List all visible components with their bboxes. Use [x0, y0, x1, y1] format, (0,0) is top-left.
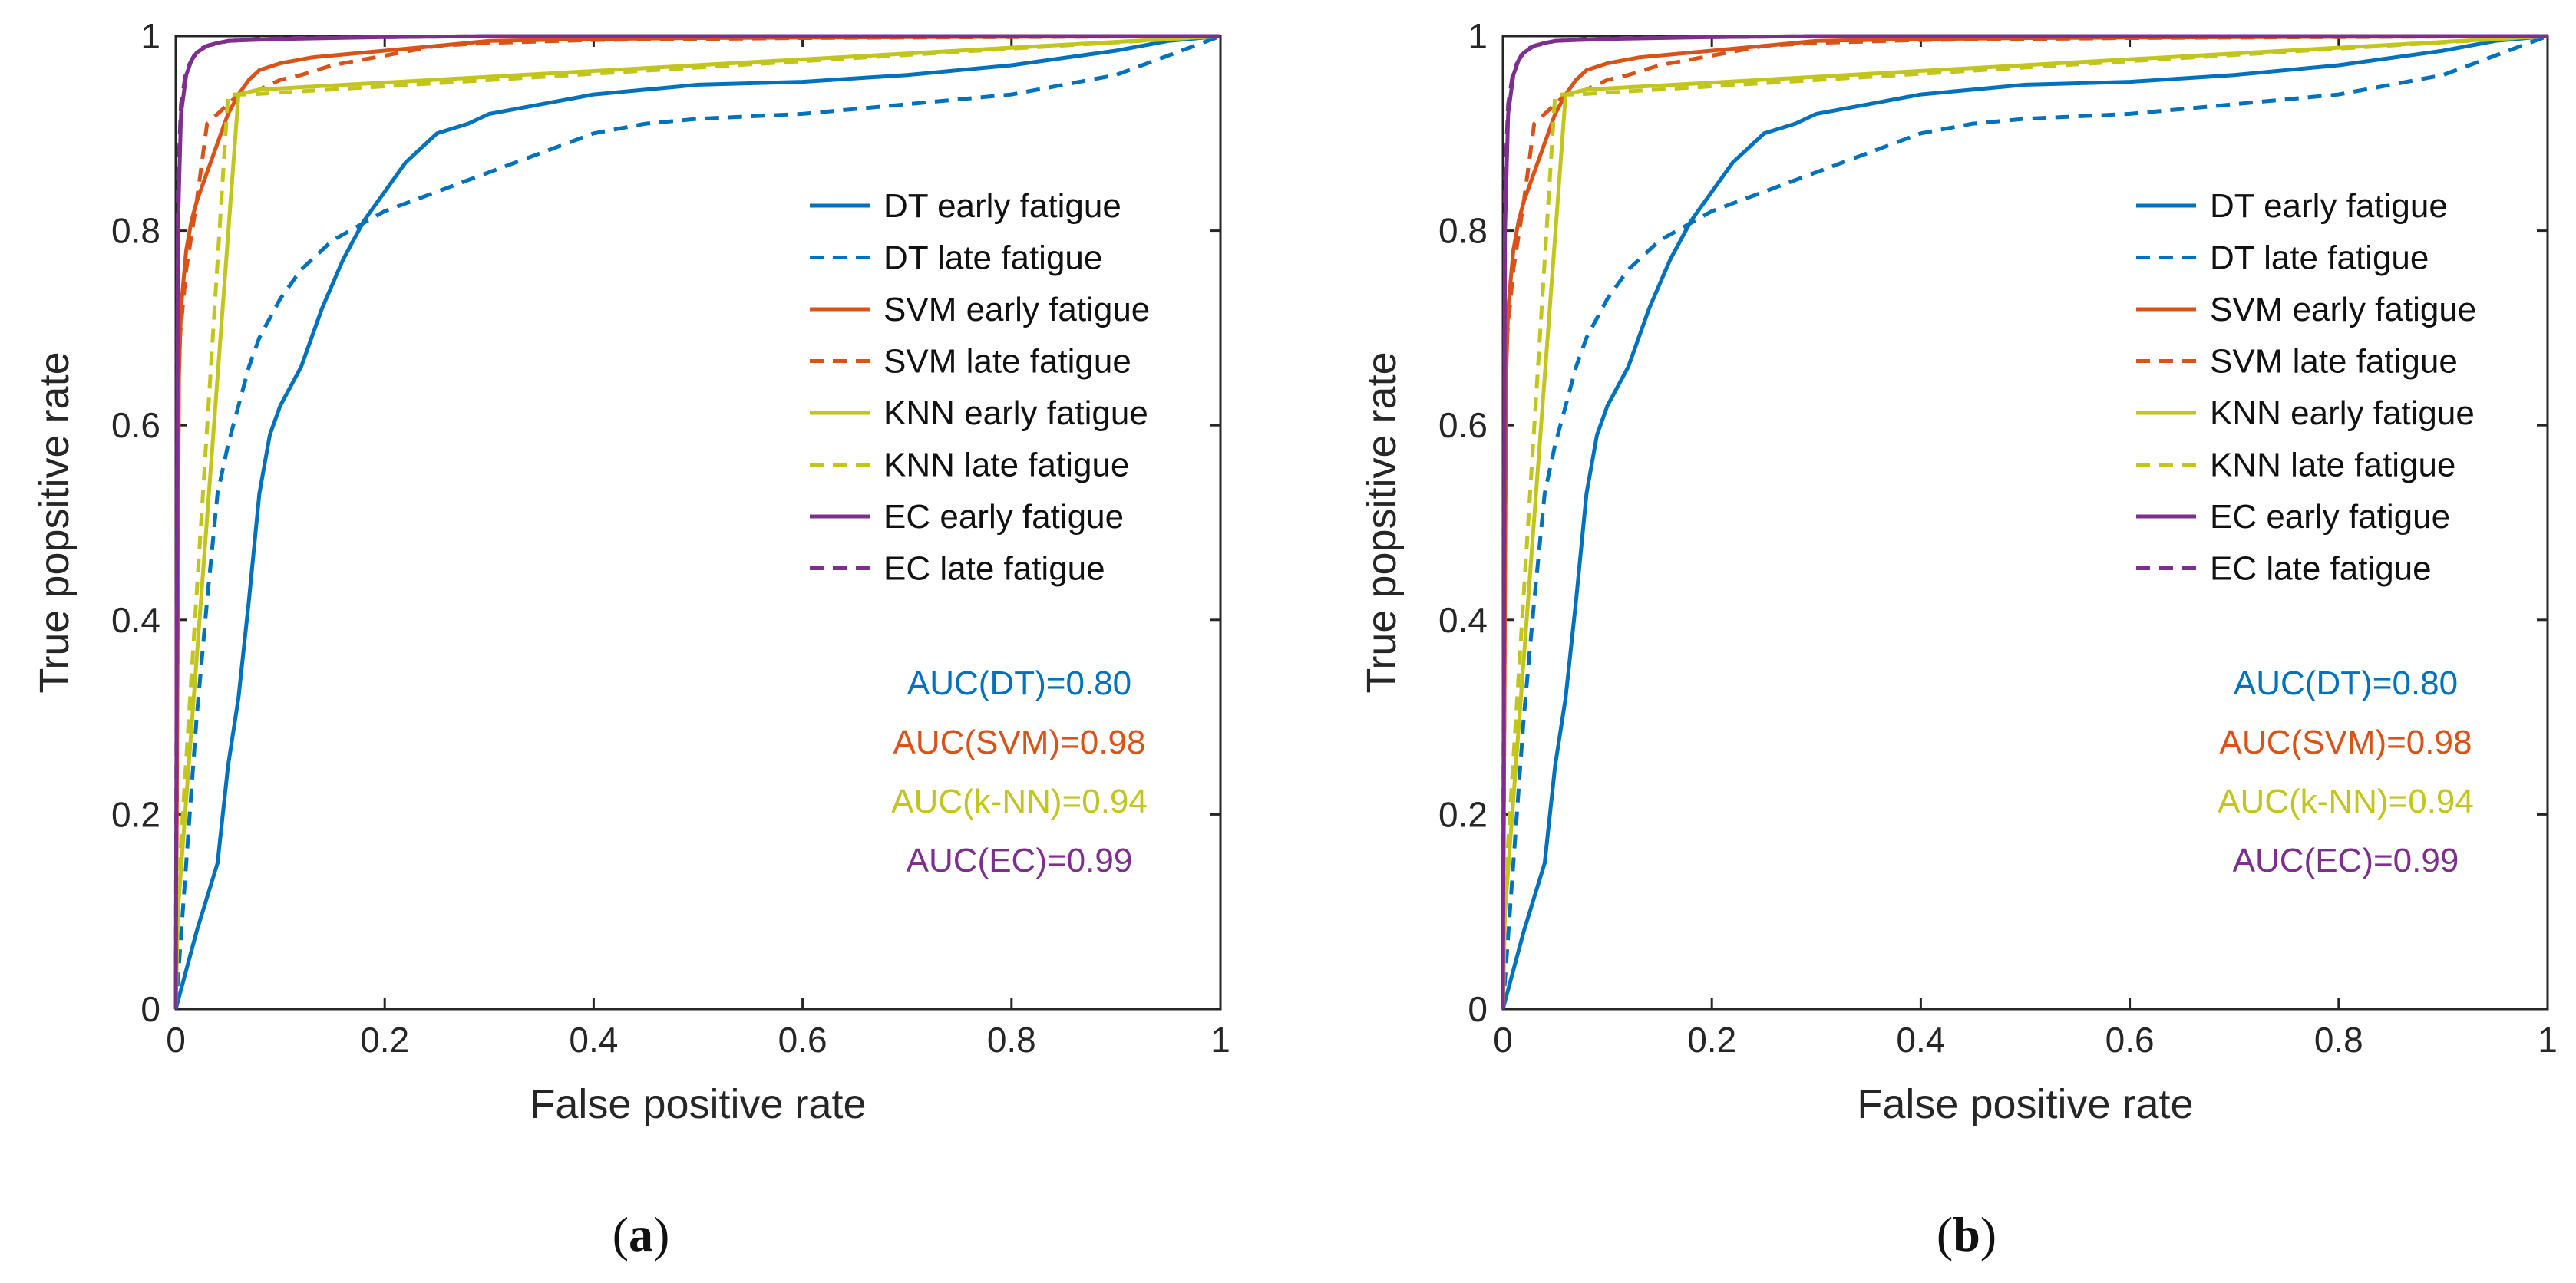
panel-a-y-tick-label: 1: [140, 16, 160, 56]
panel-a-auc-knn: AUC(k-NN)=0.94: [891, 783, 1148, 820]
panel-b-series-dt-late-fatigue: [1501, 34, 2548, 1010]
panel-a-y-tick-label: 0.6: [111, 405, 160, 445]
panel-a-legend-label-svm-early-fatigue: SVM early fatigue: [883, 291, 1150, 328]
panel-a-series-dt-late-fatigue: [173, 34, 1221, 1010]
panel-b-x-tick-label: 1: [2538, 1020, 2558, 1060]
panel-b-y-tick-label: 0.8: [1438, 211, 1488, 251]
panel-b-y-tick-label: 0.2: [1438, 794, 1488, 834]
panel-b-legend-label-dt-late-fatigue: DT late fatigue: [2210, 239, 2429, 277]
panel-b-series-svm-late-fatigue: [1501, 34, 2548, 1010]
panel-a-x-tick-label: 0.8: [987, 1020, 1036, 1060]
panel-b-axes-box: [1501, 35, 2549, 1011]
panel-a-y-tick-label: 0.2: [111, 794, 160, 834]
panel-a-legend-label-knn-early-fatigue: KNN early fatigue: [883, 394, 1148, 432]
panel-b-auc-ec: AUC(EC)=0.99: [2233, 842, 2459, 879]
panel-a-y-axis-label: True popsitive rate: [31, 351, 78, 693]
panel-a-caption: (a): [613, 1207, 670, 1262]
panel-a-x-tick-label: 0.6: [778, 1020, 827, 1060]
panel-a-x-tick-label: 0.4: [569, 1020, 618, 1060]
panel-b-legend-label-svm-late-fatigue: SVM late fatigue: [2210, 343, 2458, 381]
panel-a-legend-label-dt-late-fatigue: DT late fatigue: [883, 239, 1102, 277]
panel-b-legend-label-ec-early-fatigue: EC early fatigue: [2210, 498, 2450, 536]
panel-a-y-tick-label: 0: [140, 989, 160, 1029]
panel-b-legend: DT early fatigue DT late fatigue SVM early…: [2136, 187, 2476, 588]
panel-b: 0 0.2 0.4 0.6 0.8 1 0 0.2 0.4 0.6 0.8 1 False positi…: [1359, 16, 2558, 1262]
panel-a-x-tick-label: 0.2: [360, 1020, 409, 1060]
panel-a-series-svm-early-fatigue: [173, 34, 1221, 1010]
panel-a-auc-ec: AUC(EC)=0.99: [907, 842, 1133, 879]
panel-a-axes-box: [174, 35, 1222, 1011]
panel-b-x-tick-label: 0.2: [1687, 1020, 1736, 1060]
panel-a-y-tick-label: 0.8: [111, 211, 160, 251]
panel-b-x-tick-label: 0.6: [2105, 1020, 2155, 1060]
panel-a-x-axis-label: False positive rate: [530, 1081, 866, 1127]
panel-a-auc-dt: AUC(DT)=0.80: [907, 665, 1131, 702]
panel-a-x-tick-label: 1: [1210, 1020, 1230, 1060]
panel-b-legend-label-svm-early-fatigue: SVM early fatigue: [2210, 291, 2476, 328]
panel-b-y-tick-label: 0.6: [1438, 405, 1488, 445]
panel-a-y-tick-label: 0.4: [111, 600, 160, 640]
panel-a-legend-label-ec-late-fatigue: EC late fatigue: [883, 550, 1105, 588]
panel-a-legend-label-svm-late-fatigue: SVM late fatigue: [883, 343, 1131, 381]
panel-b-x-tick-label: 0: [1493, 1020, 1513, 1060]
panel-b-y-tick-label: 0.4: [1438, 600, 1488, 640]
panel-b-caption-letter: b: [1953, 1207, 1980, 1262]
panel-b-auc-svm: AUC(SVM)=0.98: [2220, 724, 2472, 761]
panel-b-y-axis-label: True popsitive rate: [1359, 351, 1405, 693]
panel-b-legend-label-knn-late-fatigue: KNN late fatigue: [2210, 447, 2455, 484]
panel-a-legend: DT early fatigue DT late fatigue SVM early…: [810, 187, 1150, 588]
panel-a-legend-label-dt-early-fatigue: DT early fatigue: [883, 187, 1121, 225]
panel-a: 0 0.2 0.4 0.6 0.8 1 0 0.2 0.4 0.6 0.8 1 False positi…: [31, 16, 1230, 1262]
panel-a-series-svm-late-fatigue: [173, 34, 1221, 1010]
panel-a-caption-letter: a: [629, 1207, 653, 1262]
panel-b-caption: (b): [1937, 1207, 1996, 1262]
panel-a-x-tick-label: 0: [166, 1020, 186, 1060]
panel-a-auc-svm: AUC(SVM)=0.98: [893, 724, 1146, 761]
panel-b-series-svm-early-fatigue: [1501, 34, 2548, 1010]
panel-a-legend-label-knn-late-fatigue: KNN late fatigue: [883, 447, 1129, 484]
panel-b-series-dt-early-fatigue: [1501, 34, 2548, 1010]
panel-a-series-dt-early-fatigue: [173, 34, 1221, 1010]
panel-b-legend-label-ec-late-fatigue: EC late fatigue: [2210, 550, 2432, 588]
panel-b-x-axis-label: False positive rate: [1857, 1081, 2193, 1127]
panel-a-legend-label-ec-early-fatigue: EC early fatigue: [883, 498, 1124, 536]
panel-b-x-tick-label: 0.8: [2314, 1020, 2363, 1060]
panel-b-y-tick-label: 1: [1468, 16, 1488, 56]
panel-b-auc-dt: AUC(DT)=0.80: [2234, 665, 2458, 702]
panel-b-legend-label-dt-early-fatigue: DT early fatigue: [2210, 187, 2448, 225]
panel-b-auc-knn: AUC(k-NN)=0.94: [2218, 783, 2474, 820]
panel-b-y-tick-label: 0: [1468, 989, 1488, 1029]
panel-b-legend-label-knn-early-fatigue: KNN early fatigue: [2210, 394, 2475, 432]
panel-b-x-tick-label: 0.4: [1896, 1020, 1945, 1060]
